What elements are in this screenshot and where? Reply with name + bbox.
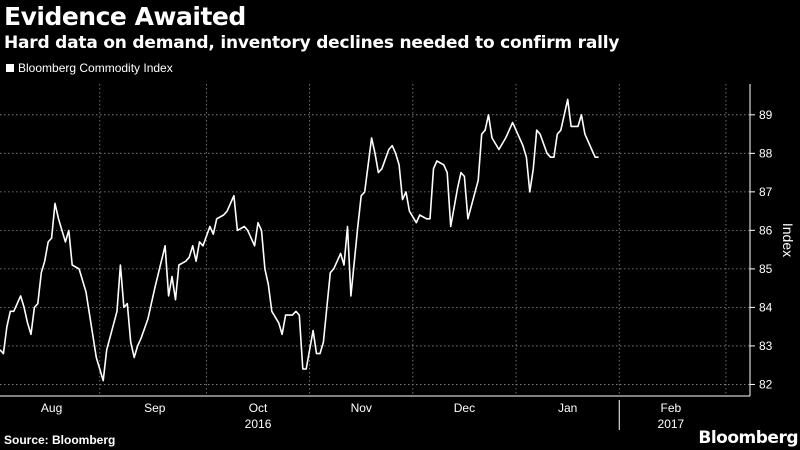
chart-subtitle: Hard data on demand, inventory declines …	[4, 33, 620, 53]
y-axis-title: Index	[780, 223, 796, 257]
x-tick-label-aug: Aug	[41, 401, 62, 415]
y-tick-label-86: 86	[759, 223, 773, 237]
bloomberg-logo: Bloomberg	[698, 428, 798, 448]
y-tick-label-89: 89	[759, 108, 773, 122]
legend-label: Bloomberg Commodity Index	[18, 61, 173, 75]
series-line-bloomberg-commodity-index	[0, 98, 599, 382]
legend: Bloomberg Commodity Index	[6, 61, 173, 75]
grid	[0, 84, 750, 396]
y-tick-label-88: 88	[759, 146, 773, 160]
y-tick-label-84: 84	[759, 300, 773, 314]
year-label-2016: 2016	[245, 417, 272, 431]
x-axis: Aug Sep Oct Nov Dec Jan Feb 2016 2017	[0, 395, 750, 431]
x-tick-label-sep: Sep	[144, 401, 166, 415]
x-tick-label-feb: Feb	[661, 401, 682, 415]
x-tick-label-dec: Dec	[454, 401, 475, 415]
y-tick-label-87: 87	[759, 185, 773, 199]
x-tick-label-oct: Oct	[249, 401, 268, 415]
x-tick-label-nov: Nov	[351, 401, 372, 415]
source-note: Source: Bloomberg	[4, 433, 116, 447]
y-axis: 82 83 84 85 86 87 88 89	[749, 84, 773, 396]
year-label-2017: 2017	[658, 417, 685, 431]
y-tick-label-82: 82	[759, 377, 773, 391]
x-tick-label-jan: Jan	[558, 401, 577, 415]
y-tick-label-85: 85	[759, 262, 773, 276]
legend-swatch	[6, 64, 14, 72]
y-tick-label-83: 83	[759, 339, 773, 353]
chart-title: Evidence Awaited	[4, 2, 246, 31]
